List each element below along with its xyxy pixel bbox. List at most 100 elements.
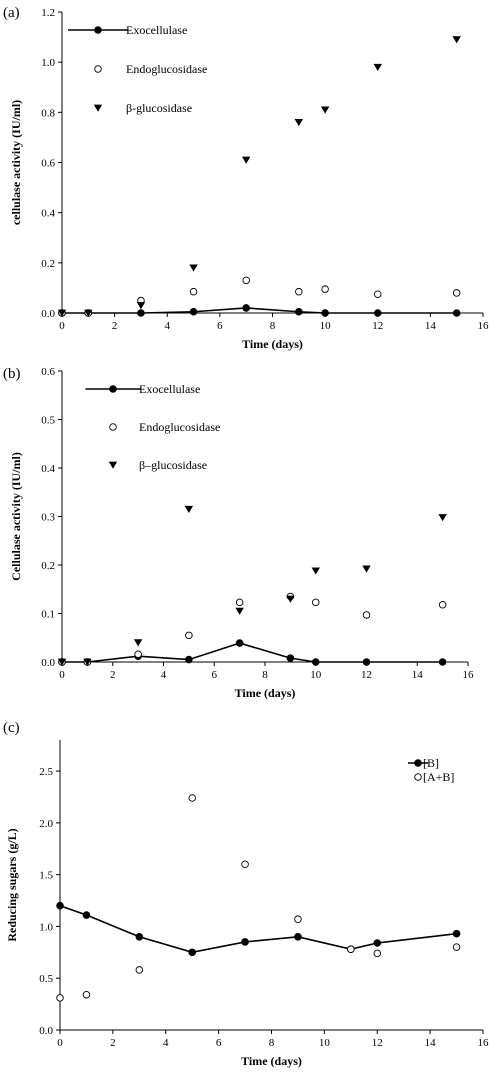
- x-tick-label: 10: [320, 320, 332, 332]
- y-tick-label: 0.4: [41, 463, 55, 475]
- y-tick-label: 2.0: [39, 818, 53, 830]
- x-tick-label: 6: [216, 1037, 222, 1049]
- data-point: [56, 994, 64, 1002]
- data-point: [295, 307, 303, 316]
- x-tick-label: 2: [112, 320, 118, 332]
- legend-label: β–glucosidase: [139, 458, 207, 472]
- data-point: [311, 567, 320, 575]
- x-tick-label: 0: [59, 669, 65, 681]
- chart-panel-3: (c) 0 2 4 6 8 10 12 14 16 0.0 0.5 1.0 1.5 2.0 2.5 Time (…: [3, 720, 489, 1068]
- series-line: [62, 307, 457, 314]
- data-point: [135, 966, 144, 974]
- data-point: [242, 276, 250, 285]
- data-point: [312, 598, 320, 607]
- x-tick-label: 14: [425, 1037, 437, 1049]
- data-point: [137, 309, 145, 317]
- y-tick-label: 2.5: [39, 766, 53, 778]
- data-point: [184, 505, 194, 514]
- y-axis-title: Reducing sugars (g/L): [5, 828, 19, 941]
- y-tick-label: 1.2: [41, 7, 55, 19]
- legend: Exocellulase Endoglucosidase β-glucosidase: [68, 23, 207, 115]
- legend-label: Endoglucosidase: [139, 420, 220, 434]
- x-tick-label: 6: [212, 669, 218, 681]
- y-tick-label: 0.6: [41, 366, 55, 378]
- data-point: [185, 631, 193, 640]
- y-tick-label: 0.5: [41, 415, 55, 427]
- x-tick-label: 14: [412, 669, 424, 681]
- data-point: [235, 598, 244, 607]
- y-tick-label: 0.6: [41, 158, 55, 170]
- data-point: [82, 911, 91, 919]
- data-point: [452, 309, 461, 317]
- data-point: [438, 514, 447, 522]
- x-tick-label: 6: [217, 320, 223, 332]
- x-tick-label: 16: [478, 320, 490, 332]
- legend-marker: [93, 104, 103, 112]
- data-point: [136, 302, 146, 310]
- x-tick-label: 10: [319, 1037, 331, 1049]
- y-axis-title: Cellulase activity (IU/ml): [9, 452, 23, 581]
- x-tick-label: 14: [425, 320, 437, 332]
- x-axis-title: Time (days): [235, 686, 296, 700]
- y-tick-label: 1.0: [41, 57, 55, 69]
- data-point: [321, 285, 329, 293]
- data-point: [347, 945, 355, 953]
- data-point: [294, 932, 302, 941]
- x-tick-label: 12: [372, 1037, 383, 1049]
- series-line: [62, 642, 443, 663]
- y-tick-label: 0.3: [41, 512, 55, 524]
- x-tick-label: 8: [269, 1037, 275, 1049]
- panel-label: (b): [3, 366, 21, 382]
- data-point: [189, 307, 198, 316]
- data-point: [452, 943, 461, 951]
- panel-label: (c): [3, 720, 20, 736]
- chart-panel-1: (a) 0 2 4 6 8 10 12 14 16 0.0 0.2 0.4 0.6 0.8 1.0 1.2 Tim…: [3, 5, 489, 351]
- data-point: [134, 650, 142, 658]
- legend: Exocellulase Endoglucosidase β–glucosidase: [85, 382, 220, 472]
- legend-marker: [94, 65, 102, 73]
- data-point: [362, 611, 371, 619]
- legend-label: [B]: [423, 756, 439, 770]
- x-tick-label: 0: [57, 1037, 63, 1049]
- data-point: [374, 290, 382, 298]
- data-point: [373, 309, 382, 317]
- data-point: [135, 932, 144, 941]
- legend-marker: [414, 759, 422, 767]
- y-tick-label: 1.0: [39, 921, 53, 933]
- series-3: [57, 36, 461, 317]
- data-point: [294, 119, 304, 127]
- legend-marker: [109, 423, 117, 431]
- data-point: [235, 607, 244, 615]
- data-point: [83, 658, 92, 666]
- x-tick-label: 2: [110, 1037, 116, 1049]
- y-axis-title: cellulase activity (IU/ml): [9, 100, 23, 225]
- data-point: [235, 639, 244, 647]
- series-2: [58, 592, 447, 666]
- series-line: [59, 904, 457, 954]
- y-tick-label: 0.1: [41, 609, 55, 621]
- data-point: [311, 658, 320, 666]
- series-1: [56, 901, 461, 957]
- data-point: [321, 309, 329, 317]
- data-point: [241, 156, 251, 164]
- data-point: [438, 658, 447, 666]
- x-tick-label: 10: [310, 669, 322, 681]
- data-point: [242, 304, 250, 312]
- x-tick-label: 12: [361, 669, 372, 681]
- data-point: [438, 601, 447, 609]
- series-2: [56, 794, 461, 1002]
- legend-marker: [94, 26, 102, 34]
- panel-label: (a): [3, 5, 20, 21]
- data-point: [133, 639, 143, 647]
- data-point: [286, 654, 295, 662]
- x-tick-label: 4: [165, 320, 171, 332]
- data-point: [189, 264, 198, 272]
- x-tick-label: 2: [110, 669, 116, 681]
- data-point: [189, 287, 198, 296]
- data-point: [57, 309, 67, 317]
- data-point: [362, 565, 371, 573]
- data-point: [286, 595, 295, 603]
- data-point: [452, 36, 461, 44]
- data-point: [373, 949, 382, 958]
